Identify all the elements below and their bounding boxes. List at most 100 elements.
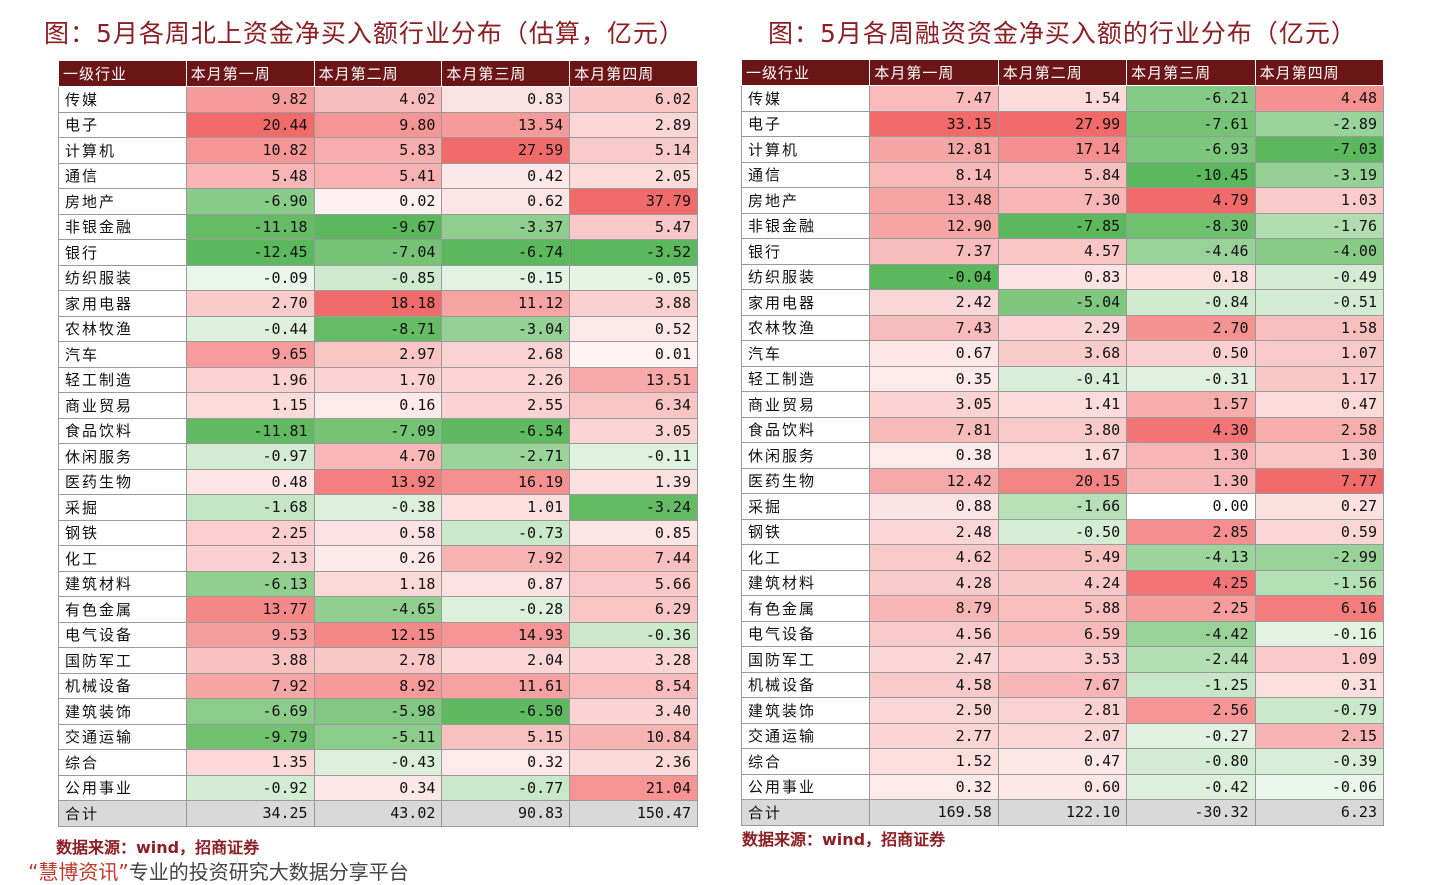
table-row: 建筑装饰 -6.69 -5.98 -6.50 3.40 xyxy=(58,698,698,725)
industry-cell: 食品饮料 xyxy=(58,417,187,444)
value-cell: 0.35 xyxy=(869,365,999,392)
industry-cell: 公用事业 xyxy=(740,773,871,800)
value-cell: -0.09 xyxy=(185,264,315,291)
table-row: 医药生物 12.42 20.15 1.30 7.77 xyxy=(740,467,1385,494)
table-row: 商业贸易 1.15 0.16 2.55 6.34 xyxy=(58,392,698,419)
industry-cell: 纺织服装 xyxy=(740,263,871,290)
industry-cell: 交通运输 xyxy=(740,722,871,749)
value-cell: -4.42 xyxy=(1126,620,1256,647)
industry-cell: 化工 xyxy=(740,544,871,571)
table-row: 电气设备 9.53 12.15 14.93 -0.36 xyxy=(58,621,698,648)
value-cell: 13.48 xyxy=(869,187,999,214)
industry-cell: 计算机 xyxy=(58,137,187,164)
value-cell: -11.18 xyxy=(185,213,315,240)
right-table-title: 图：5月各周融资资金净买入额的行业分布（亿元） xyxy=(768,19,1357,48)
column-header-week-1: 本月第一周 xyxy=(869,59,999,86)
value-cell: 1.67 xyxy=(997,442,1128,469)
value-cell: 169.58 xyxy=(869,799,999,826)
value-cell: -7.03 xyxy=(1254,136,1385,163)
total-row: 合计 169.58 122.10 -30.32 6.23 xyxy=(740,799,1385,826)
value-cell: 0.50 xyxy=(1126,340,1256,367)
value-cell: 2.42 xyxy=(869,289,999,316)
column-header-week-4: 本月第四周 xyxy=(569,60,698,87)
value-cell: 0.47 xyxy=(997,748,1128,775)
industry-cell: 农林牧渔 xyxy=(58,315,187,342)
value-cell: 7.30 xyxy=(997,187,1128,214)
table-row: 电子 33.15 27.99 -7.61 -2.89 xyxy=(740,110,1385,137)
industry-cell: 电气设备 xyxy=(740,620,871,647)
value-cell: 5.41 xyxy=(313,162,443,189)
value-cell: -0.92 xyxy=(185,774,315,801)
value-cell: -0.50 xyxy=(997,518,1128,545)
value-cell: 33.15 xyxy=(869,110,999,137)
value-cell: 3.05 xyxy=(869,391,999,418)
industry-cell: 医药生物 xyxy=(58,468,187,495)
value-cell: 0.42 xyxy=(441,162,571,189)
value-cell: 0.26 xyxy=(313,545,443,572)
value-cell: 0.83 xyxy=(441,86,571,113)
value-cell: 4.62 xyxy=(869,544,999,571)
value-cell: 5.15 xyxy=(441,723,571,750)
value-cell: 4.30 xyxy=(1126,416,1256,443)
industry-cell: 电子 xyxy=(740,110,871,137)
value-cell: -0.97 xyxy=(185,443,315,470)
value-cell: -1.66 xyxy=(997,493,1128,520)
value-cell: 2.55 xyxy=(441,392,571,419)
value-cell: -9.67 xyxy=(313,213,443,240)
value-cell: -0.43 xyxy=(313,749,443,776)
value-cell: -1.76 xyxy=(1254,212,1385,239)
value-cell: 7.92 xyxy=(441,545,571,572)
industry-cell: 电子 xyxy=(58,111,187,138)
value-cell: 7.77 xyxy=(1254,467,1385,494)
value-cell: 6.29 xyxy=(569,596,698,623)
value-cell: -6.54 xyxy=(441,417,571,444)
value-cell: 1.07 xyxy=(1254,340,1385,367)
industry-cell: 房地产 xyxy=(58,188,187,215)
value-cell: -0.44 xyxy=(185,315,315,342)
value-cell: 122.10 xyxy=(997,799,1128,826)
value-cell: 9.53 xyxy=(185,621,315,648)
industry-cell: 轻工制造 xyxy=(58,366,187,393)
value-cell: 1.39 xyxy=(569,468,698,495)
industry-cell: 国防军工 xyxy=(58,647,187,674)
value-cell: 2.56 xyxy=(1126,697,1256,724)
value-cell: 0.58 xyxy=(313,519,443,546)
value-cell: 16.19 xyxy=(441,468,571,495)
column-header-week-2: 本月第二周 xyxy=(313,60,443,87)
value-cell: -3.24 xyxy=(569,494,698,521)
value-cell: 34.25 xyxy=(185,800,315,827)
value-cell: -0.51 xyxy=(1254,289,1385,316)
industry-cell: 休闲服务 xyxy=(740,442,871,469)
value-cell: -0.80 xyxy=(1126,748,1256,775)
industry-cell: 休闲服务 xyxy=(58,443,187,470)
value-cell: 6.23 xyxy=(1254,799,1385,826)
value-cell: 1.17 xyxy=(1254,365,1385,392)
value-cell: 0.88 xyxy=(869,493,999,520)
value-cell: 2.25 xyxy=(1126,595,1256,622)
value-cell: -0.15 xyxy=(441,264,571,291)
table-row: 采掘 -1.68 -0.38 1.01 -3.24 xyxy=(58,494,698,521)
value-cell: -0.39 xyxy=(1254,748,1385,775)
industry-cell: 农林牧渔 xyxy=(740,314,871,341)
table-header-row: 一级行业 本月第一周 本月第二周 本月第三周 本月第四周 xyxy=(58,60,698,87)
value-cell: 1.03 xyxy=(1254,187,1385,214)
right-data-source: 数据来源：wind，招商证券 xyxy=(742,830,946,849)
table-header-row: 一级行业 本月第一周 本月第二周 本月第三周 本月第四周 xyxy=(740,59,1385,86)
value-cell: 13.51 xyxy=(569,366,698,393)
value-cell: 1.01 xyxy=(441,494,571,521)
table-row: 交通运输 2.77 2.07 -0.27 2.15 xyxy=(740,722,1385,749)
table-row: 通信 5.48 5.41 0.42 2.05 xyxy=(58,162,698,189)
table-row: 银行 7.37 4.57 -4.46 -4.00 xyxy=(740,238,1385,265)
value-cell: 2.68 xyxy=(441,341,571,368)
value-cell: -1.25 xyxy=(1126,671,1256,698)
value-cell: 2.05 xyxy=(569,162,698,189)
value-cell: -5.11 xyxy=(313,723,443,750)
value-cell: 1.58 xyxy=(1254,314,1385,341)
value-cell: -30.32 xyxy=(1126,799,1256,826)
value-cell: 3.53 xyxy=(997,646,1128,673)
value-cell: 12.15 xyxy=(313,621,443,648)
value-cell: 0.67 xyxy=(869,340,999,367)
value-cell: 13.77 xyxy=(185,596,315,623)
value-cell: 13.54 xyxy=(441,111,571,138)
value-cell: 0.83 xyxy=(997,263,1128,290)
